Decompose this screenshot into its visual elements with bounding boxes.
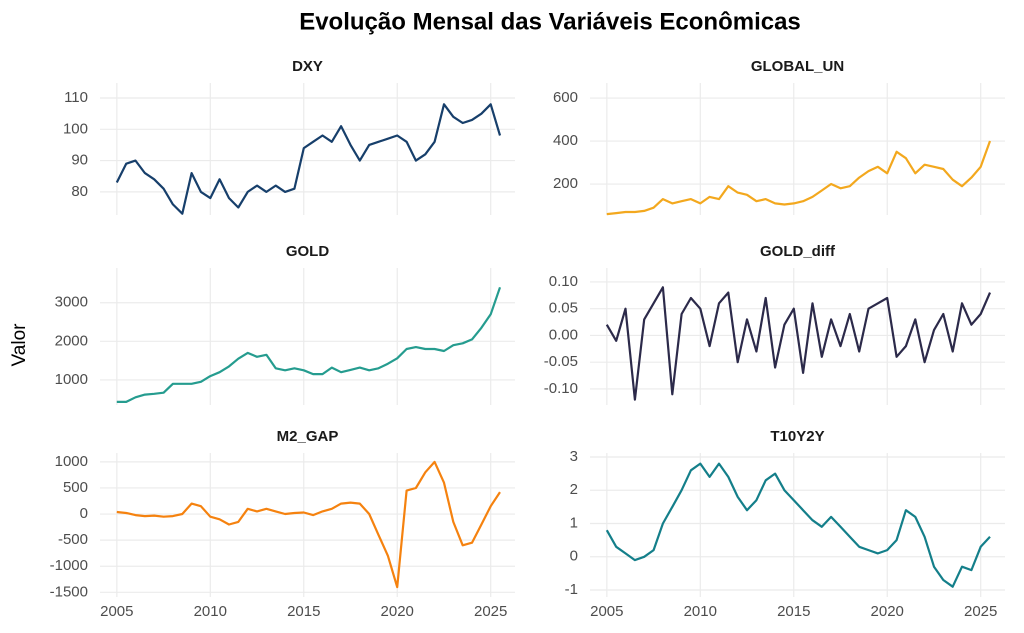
- x-tick-label: 2025: [964, 603, 997, 620]
- y-tick-label: 3: [570, 448, 578, 465]
- y-tick-label: 80: [71, 183, 88, 200]
- y-tick-label: -1: [565, 581, 578, 598]
- y-tick-label: 2: [570, 481, 578, 498]
- y-tick-label: -0.05: [544, 353, 578, 370]
- y-tick-label: 400: [553, 132, 578, 149]
- series-line: [606, 140, 992, 216]
- panel-title: GOLD: [286, 243, 329, 260]
- x-tick-label: 2025: [474, 603, 507, 620]
- series-line: [605, 462, 991, 588]
- x-tick-label: 2005: [590, 603, 623, 620]
- x-tick-label: 2020: [871, 603, 904, 620]
- y-tick-label: 110: [64, 89, 88, 106]
- y-tick-label: 1: [570, 514, 578, 531]
- y-tick-label: -1000: [50, 557, 88, 574]
- y-tick-label: 500: [63, 479, 88, 496]
- y-tick-label: 2000: [55, 332, 88, 349]
- x-tick-label: 2015: [777, 603, 810, 620]
- panel-title: M2_GAP: [277, 428, 339, 445]
- y-tick-label: 200: [553, 175, 578, 192]
- x-tick-label: 2010: [684, 603, 717, 620]
- y-tick-label: -500: [58, 531, 88, 548]
- x-tick-label: 2015: [287, 603, 320, 620]
- y-axis-title: Valor: [9, 323, 30, 367]
- y-tick-label: 0.05: [549, 300, 578, 317]
- series-line: [116, 286, 502, 403]
- y-tick-label: 0: [80, 505, 88, 522]
- x-tick-label: 2020: [381, 603, 414, 620]
- y-tick-label: 0.10: [549, 273, 578, 290]
- panel-title: DXY: [292, 58, 323, 75]
- y-tick-label: 1000: [55, 453, 88, 470]
- series-line: [605, 286, 992, 401]
- y-tick-label: 3000: [55, 294, 88, 311]
- y-tick-label: -0.10: [544, 380, 578, 397]
- panel-title: T10Y2Y: [770, 428, 824, 445]
- x-tick-label: 2010: [194, 603, 227, 620]
- series-line: [115, 103, 502, 215]
- y-tick-label: 1000: [55, 371, 88, 388]
- y-tick-label: -1500: [50, 583, 88, 600]
- y-tick-label: 90: [71, 152, 88, 169]
- chart-title: Evolução Mensal das Variáveis Econômicas: [299, 8, 801, 35]
- y-tick-label: 100: [63, 120, 88, 137]
- y-tick-label: 0.00: [549, 326, 578, 343]
- x-tick-label: 2005: [100, 603, 133, 620]
- panel-title: GLOBAL_UN: [751, 58, 844, 75]
- y-tick-label: 600: [553, 89, 578, 106]
- series-line: [116, 460, 501, 589]
- y-tick-label: 0: [570, 548, 578, 565]
- panel-title: GOLD_diff: [760, 243, 836, 260]
